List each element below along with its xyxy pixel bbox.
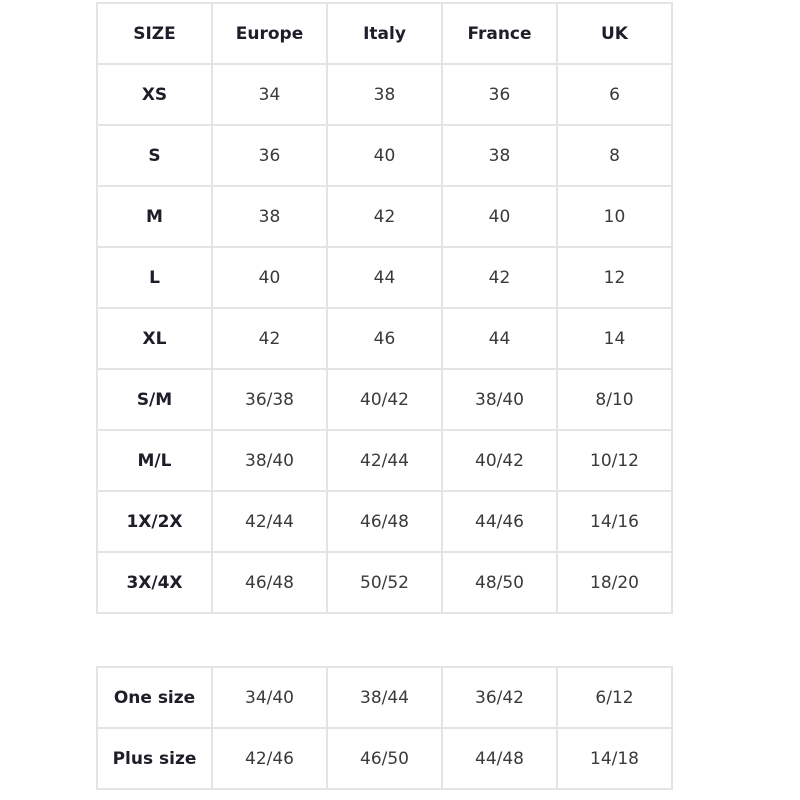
size-label-cell: Plus size bbox=[96, 727, 213, 790]
header-row: SIZE Europe Italy France UK bbox=[96, 2, 673, 65]
table-cell: 40/42 bbox=[326, 368, 443, 431]
table-cell: 34 bbox=[211, 63, 328, 126]
table-cell: 36/38 bbox=[211, 368, 328, 431]
size-label-cell: 1X/2X bbox=[96, 490, 213, 553]
table-cell: 46/48 bbox=[326, 490, 443, 553]
table-cell: 42 bbox=[441, 246, 558, 309]
table-row: S/M 36/38 40/42 38/40 8/10 bbox=[96, 368, 673, 431]
table-cell: 10/12 bbox=[556, 429, 673, 492]
table-cell: 36/42 bbox=[441, 666, 558, 729]
table-cell: 40 bbox=[211, 246, 328, 309]
table-cell: 18/20 bbox=[556, 551, 673, 614]
table-cell: 42 bbox=[211, 307, 328, 370]
size-label-cell: 3X/4X bbox=[96, 551, 213, 614]
table-row: S 36 40 38 8 bbox=[96, 124, 673, 187]
table-row: M 38 42 40 10 bbox=[96, 185, 673, 248]
column-header: UK bbox=[556, 2, 673, 65]
table-cell: 14 bbox=[556, 307, 673, 370]
table-cell: 6/12 bbox=[556, 666, 673, 729]
table-cell: 46/48 bbox=[211, 551, 328, 614]
table-cell: 12 bbox=[556, 246, 673, 309]
size-label-cell: S/M bbox=[96, 368, 213, 431]
size-conversion-table: SIZE Europe Italy France UK XS 34 38 36 6 S 36 40 38 8… bbox=[96, 2, 673, 614]
size-label-cell: S bbox=[96, 124, 213, 187]
table-cell: 14/16 bbox=[556, 490, 673, 553]
table-row: XL 42 46 44 14 bbox=[96, 307, 673, 370]
size-label-cell: L bbox=[96, 246, 213, 309]
column-header: Italy bbox=[326, 2, 443, 65]
table-cell: 42 bbox=[326, 185, 443, 248]
table-cell: 42/44 bbox=[326, 429, 443, 492]
table-row: L 40 44 42 12 bbox=[96, 246, 673, 309]
table-cell: 44 bbox=[441, 307, 558, 370]
table-row: M/L 38/40 42/44 40/42 10/12 bbox=[96, 429, 673, 492]
table-cell: 46 bbox=[326, 307, 443, 370]
table-cell: 38/40 bbox=[211, 429, 328, 492]
table-cell: 40 bbox=[441, 185, 558, 248]
table-cell: 8 bbox=[556, 124, 673, 187]
table-row: XS 34 38 36 6 bbox=[96, 63, 673, 126]
table-cell: 44/46 bbox=[441, 490, 558, 553]
size-label-cell: M bbox=[96, 185, 213, 248]
table-cell: 6 bbox=[556, 63, 673, 126]
table-cell: 8/10 bbox=[556, 368, 673, 431]
table-cell: 10 bbox=[556, 185, 673, 248]
table-cell: 50/52 bbox=[326, 551, 443, 614]
table-cell: 38/40 bbox=[441, 368, 558, 431]
table-cell: 34/40 bbox=[211, 666, 328, 729]
table-row: 3X/4X 46/48 50/52 48/50 18/20 bbox=[96, 551, 673, 614]
table-cell: 14/18 bbox=[556, 727, 673, 790]
size-label-cell: XS bbox=[96, 63, 213, 126]
table-cell: 46/50 bbox=[326, 727, 443, 790]
table-cell: 44 bbox=[326, 246, 443, 309]
table-row: 1X/2X 42/44 46/48 44/46 14/16 bbox=[96, 490, 673, 553]
table-row: Plus size 42/46 46/50 44/48 14/18 bbox=[96, 727, 673, 790]
table-cell: 42/46 bbox=[211, 727, 328, 790]
table-cell: 40 bbox=[326, 124, 443, 187]
size-label-cell: M/L bbox=[96, 429, 213, 492]
column-header: Europe bbox=[211, 2, 328, 65]
table-row: One size 34/40 38/44 36/42 6/12 bbox=[96, 666, 673, 729]
table-cell: 40/42 bbox=[441, 429, 558, 492]
table-cell: 38/44 bbox=[326, 666, 443, 729]
size-label-cell: One size bbox=[96, 666, 213, 729]
column-header: SIZE bbox=[96, 2, 213, 65]
table-cell: 44/48 bbox=[441, 727, 558, 790]
table-cell: 48/50 bbox=[441, 551, 558, 614]
table-cell: 36 bbox=[211, 124, 328, 187]
table-cell: 38 bbox=[211, 185, 328, 248]
table-cell: 38 bbox=[441, 124, 558, 187]
size-label-cell: XL bbox=[96, 307, 213, 370]
table-cell: 38 bbox=[326, 63, 443, 126]
table-cell: 42/44 bbox=[211, 490, 328, 553]
column-header: France bbox=[441, 2, 558, 65]
special-size-table: One size 34/40 38/44 36/42 6/12 Plus size 42/4… bbox=[96, 666, 673, 790]
table-cell: 36 bbox=[441, 63, 558, 126]
